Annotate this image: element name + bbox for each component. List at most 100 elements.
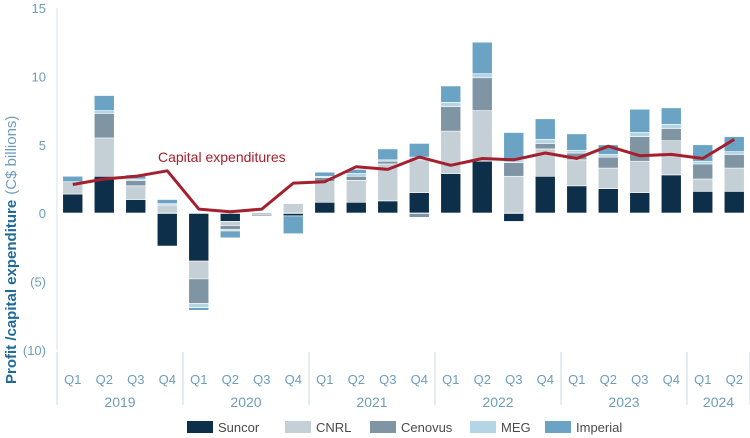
bar-segment-suncor	[723, 191, 745, 214]
y-tick-label: 15	[32, 1, 46, 16]
x-axis: Q1 Q2 Q3 Q4 Q1 Q2 Q3 Q4 Q1 Q2 Q3 Q4 Q1 Q2 Q3 Q4 Q1 Q2 Q3 Q4…	[56, 352, 750, 410]
bar-segment-cenovus	[660, 128, 682, 141]
bar-segment-suncor	[503, 212, 525, 222]
x-tick-label: Q1	[64, 372, 81, 387]
bar-stack-12	[408, 143, 430, 218]
bar-segment-suncor	[377, 200, 399, 214]
legend-label-meg: MEG	[501, 420, 531, 435]
x-tick-label: Q2	[222, 372, 239, 387]
bar-segment-cenovus	[188, 278, 210, 304]
bar-segment-cnrl	[156, 204, 178, 214]
bar-segment-cnrl	[282, 203, 304, 214]
y-tick-label: (10)	[23, 343, 46, 358]
bar-segment-cnrl	[566, 159, 588, 187]
bar-segment-suncor	[345, 201, 367, 214]
bar-segment-suncor	[408, 192, 430, 214]
bar-stack-10	[345, 169, 367, 214]
x-tick-label: Q1	[190, 372, 207, 387]
bar-segment-meg	[534, 139, 556, 144]
bar-segment-meg	[660, 123, 682, 129]
bar-segment-meg	[723, 151, 745, 155]
bar-segment-suncor	[692, 191, 714, 214]
year-label: 2023	[608, 394, 639, 410]
bar-segment-cnrl	[629, 160, 651, 193]
y-tick-label: 10	[32, 69, 46, 84]
bar-stack-4	[156, 199, 178, 247]
bar-segment-cnrl	[314, 181, 336, 203]
bar-segment-meg	[93, 110, 115, 114]
bar-segment-suncor	[125, 199, 147, 214]
bar-segment-cnrl	[188, 260, 210, 280]
bar-segment-cnrl	[692, 178, 714, 192]
bar-segment-cenovus	[597, 156, 619, 169]
legend-swatch-imperial	[545, 421, 571, 433]
bar-segment-meg	[345, 173, 367, 177]
legend-swatch-suncor	[187, 421, 213, 433]
bar-stack-11	[377, 148, 399, 214]
year-label: 2024	[703, 394, 734, 410]
bar-segment-imperial	[377, 148, 399, 161]
capex-line-group	[72, 138, 736, 214]
bar-stacks	[62, 41, 745, 311]
legend-label-imperial: Imperial	[576, 420, 622, 435]
bar-segment-imperial	[440, 85, 462, 103]
bar-stack-20	[660, 107, 682, 214]
bar-segment-suncor	[62, 193, 84, 214]
x-tick-label: Q4	[537, 372, 554, 387]
bar-segment-imperial	[188, 307, 210, 311]
bar-segment-suncor	[660, 174, 682, 214]
legend: Suncor CNRL Cenovus MEG Imperial	[187, 420, 622, 435]
year-label: 2019	[104, 394, 135, 410]
bar-segment-imperial	[408, 143, 430, 158]
bar-segment-cnrl	[471, 110, 493, 162]
bar-segment-cnrl	[660, 140, 682, 176]
x-tick-label: Q2	[348, 372, 365, 387]
x-tick-label: Q2	[600, 372, 617, 387]
bar-segment-cnrl	[345, 180, 367, 203]
bar-segment-cnrl	[723, 167, 745, 192]
bar-segment-suncor	[219, 212, 241, 222]
x-tick-label: Q1	[316, 372, 333, 387]
capex-annotation: Capital expenditures	[158, 149, 286, 165]
bar-segment-suncor	[629, 192, 651, 214]
x-tick-label: Q2	[474, 372, 491, 387]
bar-stack-16	[534, 118, 556, 214]
x-tick-label: Q3	[631, 372, 648, 387]
bar-segment-cenovus	[408, 212, 430, 218]
year-label: 2022	[482, 394, 513, 410]
y-tick-label: (5)	[30, 275, 46, 290]
x-tick-label: Q3	[505, 372, 522, 387]
x-tick-label: Q4	[285, 372, 302, 387]
y-axis-ticks: (10) (5) 0 5 10 15	[23, 1, 58, 358]
bar-segment-suncor	[534, 175, 556, 214]
bar-segment-cnrl	[440, 130, 462, 174]
x-tick-label: Q4	[411, 372, 428, 387]
x-tick-label: Q3	[379, 372, 396, 387]
bar-segment-meg	[188, 303, 210, 308]
bar-segment-suncor	[314, 201, 336, 214]
bar-stack-19	[629, 108, 651, 214]
bar-stack-8	[282, 203, 304, 235]
x-tick-label: Q4	[663, 372, 680, 387]
bar-segment-imperial	[62, 175, 84, 183]
bar-stack-15	[503, 132, 525, 222]
bar-stack-5	[188, 212, 210, 311]
bar-stack-13	[440, 85, 462, 214]
bar-segment-cenovus	[345, 175, 367, 181]
y-axis-title-text: Profit /capital expenditure	[3, 200, 20, 384]
bar-segment-meg	[629, 132, 651, 137]
bar-segment-meg	[440, 102, 462, 107]
legend-label-suncor: Suncor	[218, 420, 260, 435]
bar-segment-cenovus	[440, 106, 462, 132]
bar-stack-2	[93, 95, 115, 214]
bar-segment-cnrl	[597, 167, 619, 189]
y-tick-label: 5	[39, 138, 46, 153]
bar-stack-22	[723, 136, 745, 214]
bar-segment-suncor	[597, 188, 619, 214]
bar-segment-suncor	[471, 160, 493, 214]
x-tick-label: Q1	[568, 372, 585, 387]
bar-segment-imperial	[503, 132, 525, 161]
bar-segment-cenovus	[219, 225, 241, 230]
